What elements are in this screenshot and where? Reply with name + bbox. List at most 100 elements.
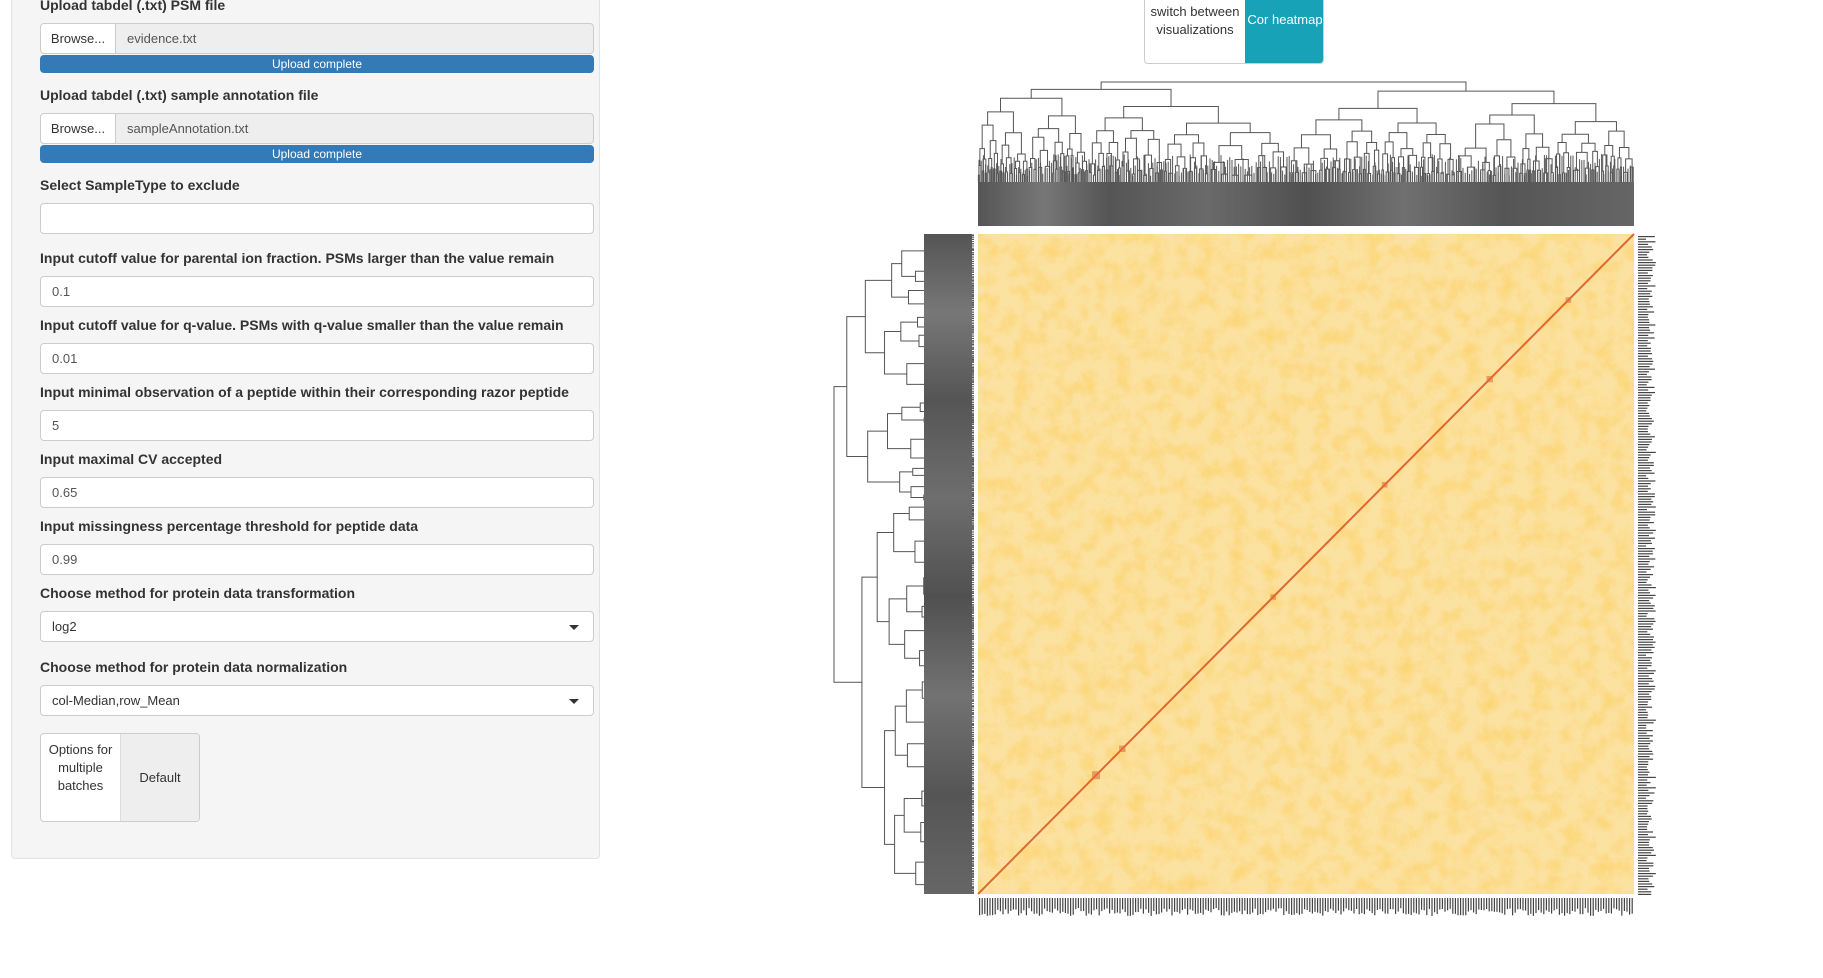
qvalue-input[interactable]: 0.01 bbox=[40, 343, 594, 374]
dendrogram-branch bbox=[1528, 169, 1532, 182]
row-label-mark bbox=[1638, 511, 1656, 513]
column-label-mark bbox=[1158, 898, 1160, 915]
heatmap-diagonal bbox=[977, 233, 1635, 895]
column-label-mark bbox=[1369, 898, 1371, 911]
psm-browse-button[interactable]: Browse... bbox=[40, 23, 116, 54]
row-label-mark bbox=[1638, 782, 1651, 784]
sample-type-select[interactable] bbox=[40, 203, 594, 234]
dendrogram-branch bbox=[884, 331, 907, 375]
column-label-mark bbox=[1163, 898, 1165, 909]
row-label-mark bbox=[1638, 472, 1655, 474]
row-label-mark bbox=[1638, 457, 1650, 459]
column-label-mark bbox=[1140, 898, 1142, 909]
row-label-mark bbox=[1638, 467, 1650, 469]
cor-heatmap-button[interactable]: Cor heatmap bbox=[1245, 0, 1323, 63]
column-label-mark bbox=[1322, 898, 1324, 916]
batch-default-button[interactable]: Default bbox=[120, 734, 199, 821]
row-label-mark bbox=[1638, 672, 1654, 674]
column-label-mark bbox=[1610, 898, 1612, 914]
column-label-mark bbox=[1564, 898, 1566, 916]
missingness-input[interactable]: 0.99 bbox=[40, 544, 594, 575]
row-label-mark bbox=[1638, 241, 1656, 243]
column-label-mark bbox=[1023, 898, 1025, 911]
row-label-mark bbox=[1638, 665, 1652, 667]
parental-ion-input[interactable]: 0.1 bbox=[40, 276, 594, 307]
column-label-mark bbox=[1374, 898, 1376, 916]
column-label-mark bbox=[1200, 898, 1202, 913]
dendrogram-branch bbox=[1244, 174, 1253, 182]
column-label-mark bbox=[1426, 898, 1428, 916]
annotation-browse-button[interactable]: Browse... bbox=[40, 113, 116, 144]
row-label-mark bbox=[1638, 873, 1656, 875]
column-label-mark bbox=[1363, 898, 1365, 915]
row-label-mark bbox=[1638, 758, 1654, 760]
column-label-mark bbox=[1309, 898, 1311, 912]
column-label-mark bbox=[1171, 898, 1173, 916]
column-label-mark bbox=[1275, 898, 1277, 912]
dendrogram-branch bbox=[1525, 133, 1544, 149]
dendrogram-branch bbox=[894, 705, 908, 756]
column-label-mark bbox=[1189, 898, 1191, 910]
dendrogram-branch bbox=[1174, 134, 1199, 145]
row-label-mark bbox=[1638, 418, 1652, 420]
dendrogram-branch bbox=[1397, 122, 1437, 135]
row-label-mark bbox=[1638, 566, 1655, 568]
row-label-mark bbox=[1638, 854, 1656, 856]
column-label-mark bbox=[1207, 898, 1209, 911]
max-cv-input[interactable]: 0.65 bbox=[40, 477, 594, 508]
column-label-mark bbox=[1150, 898, 1152, 916]
column-label-mark bbox=[1098, 898, 1100, 916]
row-label-mark bbox=[1638, 888, 1648, 890]
column-label-mark bbox=[1571, 898, 1573, 911]
row-label-mark bbox=[1638, 880, 1650, 882]
dendrogram-branch bbox=[901, 406, 925, 421]
row-label-mark bbox=[1638, 667, 1648, 669]
column-label-mark bbox=[1408, 898, 1410, 914]
min-obs-input[interactable]: 5 bbox=[40, 410, 594, 441]
row-label-mark bbox=[1638, 649, 1652, 651]
normalization-value: col-Median,row_Mean bbox=[52, 693, 180, 708]
column-label-mark bbox=[1314, 898, 1316, 912]
row-dendrogram-leaves bbox=[924, 234, 972, 894]
column-label-mark bbox=[1597, 898, 1599, 912]
dendrogram-branch bbox=[1147, 138, 1160, 163]
row-label-mark bbox=[1638, 431, 1648, 433]
dendrogram-branch bbox=[1489, 114, 1535, 134]
dendrogram-branch bbox=[1572, 169, 1580, 182]
row-label-mark bbox=[1638, 701, 1649, 703]
batch-options-button[interactable]: Options for multiple batches bbox=[48, 742, 113, 793]
row-label-mark bbox=[1638, 256, 1649, 258]
dendrogram-branch bbox=[1315, 119, 1363, 135]
visualization-toggle: switch between visualizations Cor heatma… bbox=[1144, 0, 1324, 64]
column-label-mark bbox=[1257, 898, 1259, 916]
row-label-mark bbox=[1638, 709, 1647, 711]
row-label-mark bbox=[1638, 563, 1649, 565]
row-label-mark bbox=[1638, 514, 1656, 516]
dendrogram-branch bbox=[1346, 141, 1358, 159]
column-label-mark bbox=[1067, 898, 1069, 914]
normalization-select[interactable]: col-Median,row_Mean bbox=[40, 685, 594, 716]
column-label-mark bbox=[1540, 898, 1542, 913]
column-label-mark bbox=[1231, 898, 1233, 913]
row-label-mark bbox=[1638, 269, 1653, 271]
dendrogram-branch bbox=[1420, 156, 1426, 174]
psm-file-input[interactable]: Browse... evidence.txt bbox=[40, 23, 594, 54]
dendrogram-branch bbox=[1104, 117, 1143, 131]
row-label-mark bbox=[1638, 860, 1647, 862]
dendrogram-branch bbox=[1118, 167, 1121, 182]
dendrogram-branch bbox=[981, 124, 994, 149]
column-label-mark bbox=[1205, 898, 1207, 910]
dendrogram-branch bbox=[1272, 151, 1285, 168]
column-label-mark bbox=[1218, 898, 1220, 911]
switch-visualizations-button[interactable]: switch between visualizations bbox=[1150, 4, 1240, 37]
row-label-mark bbox=[1638, 870, 1650, 872]
column-label-mark bbox=[1506, 898, 1508, 910]
dendrogram-branch bbox=[1496, 139, 1512, 158]
annotation-file-input[interactable]: Browse... sampleAnnotation.txt bbox=[40, 113, 594, 144]
dendrogram-branch bbox=[1210, 168, 1217, 182]
row-label-mark bbox=[1638, 875, 1653, 877]
column-label-mark bbox=[1093, 898, 1095, 911]
row-label-mark bbox=[1638, 272, 1648, 274]
column-label-mark bbox=[1254, 898, 1256, 909]
transform-select[interactable]: log2 bbox=[40, 611, 594, 642]
